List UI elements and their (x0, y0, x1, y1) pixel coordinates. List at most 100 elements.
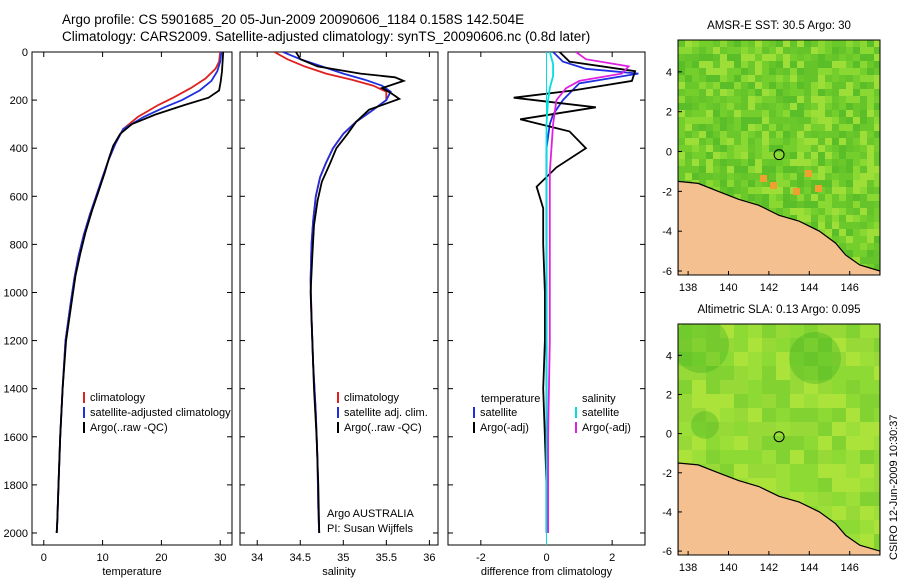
map-cell (790, 338, 804, 352)
map-cell (818, 117, 825, 124)
map-cell (860, 75, 867, 82)
map-cell (762, 110, 769, 117)
map-cell (755, 152, 762, 159)
map-cell (748, 180, 755, 187)
map-cell (874, 103, 880, 110)
map-cell (699, 138, 706, 145)
map-cell (832, 138, 839, 145)
map-cell (874, 180, 880, 187)
map-cell (790, 166, 797, 173)
map-cell (734, 166, 741, 173)
map-cell (741, 145, 748, 152)
map-cell (699, 180, 706, 187)
map-cell (790, 75, 797, 82)
map-cell (734, 187, 741, 194)
y-tick-label: 400 (10, 143, 28, 155)
map-cell (713, 145, 720, 152)
map-cell (832, 110, 839, 117)
map-cell (706, 145, 713, 152)
map-cell (832, 187, 839, 194)
map-cell (734, 173, 741, 180)
map-cell (762, 201, 769, 208)
map-cell (860, 47, 867, 54)
map-cell (832, 180, 839, 187)
map-cell (860, 96, 867, 103)
map-cell (846, 159, 853, 166)
map-cell (839, 173, 846, 180)
map-cell (790, 131, 797, 138)
map-cell (783, 89, 790, 96)
map-cell (769, 110, 776, 117)
map-cell (860, 464, 874, 478)
map-cell (839, 40, 846, 47)
map-cell (818, 159, 825, 166)
map-cell (776, 96, 783, 103)
map-cell (846, 110, 853, 117)
map-cell (685, 124, 692, 131)
map-cell (699, 82, 706, 89)
map-cell (853, 47, 860, 54)
map-cell (867, 40, 874, 47)
map-cell (678, 450, 692, 464)
map-cell (727, 138, 734, 145)
map-cell (797, 180, 804, 187)
map-x-tick-label: 140 (719, 562, 737, 574)
map-cell (853, 68, 860, 75)
map-cell (713, 75, 720, 82)
x-tick-label: 30 (214, 552, 226, 564)
map-cell (846, 89, 853, 96)
map-cell (797, 103, 804, 110)
map-cell (825, 54, 832, 61)
map-cell (692, 394, 706, 408)
map-cell (846, 208, 853, 215)
map-frame (677, 323, 881, 556)
map-cell (874, 47, 880, 54)
map-cell (720, 422, 734, 436)
map-hotspot (815, 185, 822, 192)
map-cell (769, 117, 776, 124)
map-cell (734, 145, 741, 152)
map-cell (874, 534, 880, 548)
map-cell (832, 40, 839, 47)
map-cell (867, 159, 874, 166)
map-cell (846, 75, 853, 82)
map-cell (776, 54, 783, 61)
map-cell (860, 520, 874, 534)
map-cell (678, 422, 692, 436)
map-cell (783, 180, 790, 187)
map-cell (853, 138, 860, 145)
map-cell (825, 222, 832, 229)
map-cell (811, 138, 818, 145)
map-cell (734, 82, 741, 89)
map-cell (867, 187, 874, 194)
map-cell (727, 187, 734, 194)
map-cell (727, 40, 734, 47)
map-cell (755, 124, 762, 131)
map-cell (706, 40, 713, 47)
map-cell (832, 464, 846, 478)
map-cell (734, 110, 741, 117)
map-cell (832, 366, 846, 380)
map-cell (874, 380, 880, 394)
map-cell (713, 47, 720, 54)
map-cell (727, 68, 734, 75)
x-axis-label: difference from climatology (481, 566, 613, 578)
map-cell (678, 75, 685, 82)
map-cell (846, 124, 853, 131)
map-cell (874, 201, 880, 208)
map-cell (790, 208, 797, 215)
map-cell (818, 47, 825, 54)
map-cell (734, 117, 741, 124)
map-cell (678, 394, 692, 408)
map-cell (783, 96, 790, 103)
map-cell (776, 201, 783, 208)
map-cell (818, 75, 825, 82)
map-cell (860, 366, 874, 380)
map-cell (741, 75, 748, 82)
map-cell (818, 89, 825, 96)
map-cell (706, 324, 720, 338)
map-cell (860, 450, 874, 464)
map-cell (678, 173, 685, 180)
map-cell (685, 96, 692, 103)
